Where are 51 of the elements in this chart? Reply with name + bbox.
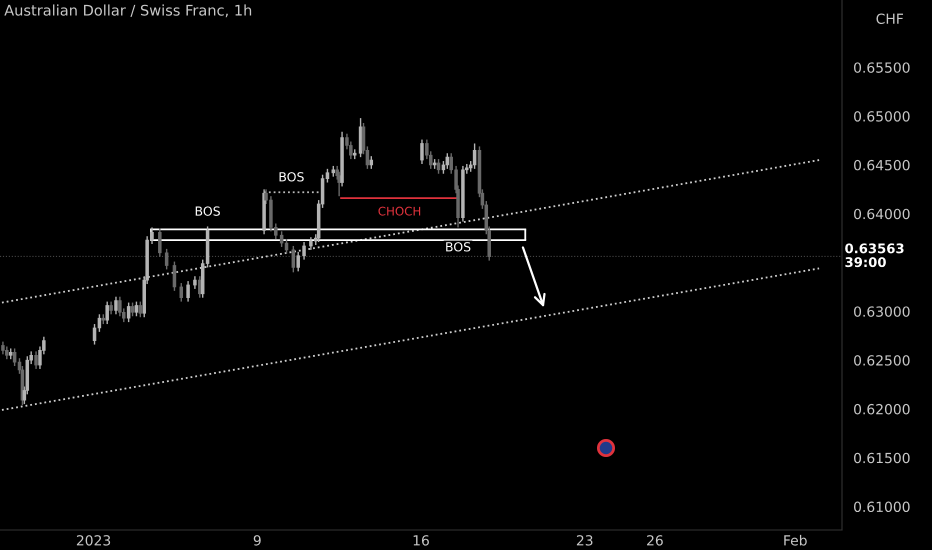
annotation: BOS [280, 172, 304, 182]
x-tick-label: 26 [647, 535, 663, 546]
y-tick-label: 0.62000 [854, 404, 910, 414]
candlestick [158, 228, 162, 258]
candlestick [172, 260, 176, 292]
annotation: CHOCH [378, 206, 420, 216]
candlestick [138, 300, 142, 318]
candlestick [432, 158, 436, 170]
candlestick [193, 276, 197, 290]
candlestick [352, 148, 356, 160]
annotation: BOS [196, 206, 220, 216]
candlestick [102, 314, 106, 325]
candlestick [420, 138, 424, 165]
candlestick [296, 251, 300, 272]
candlestick [114, 296, 118, 315]
x-tick-label: 9 [254, 535, 261, 546]
candlestick [109, 300, 113, 315]
candlestick [126, 302, 130, 323]
y-tick-label: 0.64000 [854, 208, 910, 220]
ref-line-label: 0.63563 39:00 [845, 243, 904, 268]
x-tick-label: 23 [576, 535, 592, 546]
candlestick [34, 350, 38, 370]
candlestick [134, 300, 138, 317]
candlestick [292, 245, 296, 274]
candlestick [105, 300, 109, 325]
candlestick [332, 165, 336, 178]
x-tick-label: 16 [414, 535, 429, 546]
candlestick [370, 155, 374, 170]
candlestick [446, 152, 450, 170]
y-tick-label: 0.64500 [854, 160, 910, 170]
candlestick [130, 302, 134, 317]
candlestick [302, 241, 306, 260]
y-tick-label: 0.63000 [854, 306, 910, 317]
x-tick-label: 2023 [76, 535, 110, 546]
chart-title: Australian Dollar / Swiss Franc, 1h [4, 4, 252, 18]
candlestick [164, 248, 168, 270]
candlestick [8, 348, 12, 360]
y-axis-title: CHF [876, 13, 904, 24]
y-tick-label: 0.61500 [854, 452, 910, 464]
y-tick-label: 0.65000 [854, 111, 910, 122]
candlestick [180, 282, 184, 302]
x-tick-label: Feb [784, 534, 807, 546]
annotation: BOS [446, 242, 470, 252]
candlestick [1, 340, 5, 356]
candlestick [5, 346, 9, 360]
y-tick-label: 0.61000 [854, 502, 910, 512]
candlestick [472, 142, 476, 170]
y-tick-label: 0.65500 [854, 62, 910, 73]
candlestick [436, 158, 440, 174]
candlestick [186, 280, 190, 302]
y-tick-label: 0.62500 [854, 355, 910, 366]
